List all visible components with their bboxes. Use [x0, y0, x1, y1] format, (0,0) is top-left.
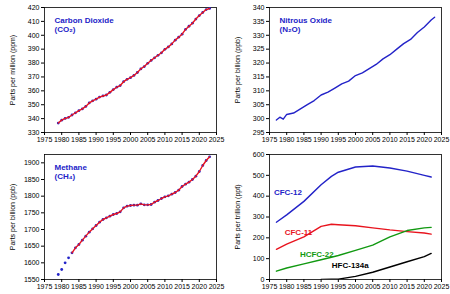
svg-text:335: 335	[253, 18, 265, 25]
svg-text:1700: 1700	[24, 226, 40, 233]
svg-text:2020: 2020	[192, 136, 208, 143]
svg-text:1900: 1900	[24, 159, 40, 166]
svg-text:2000: 2000	[348, 136, 364, 143]
svg-text:300: 300	[253, 115, 265, 122]
svg-text:330: 330	[253, 32, 265, 39]
svg-text:380: 380	[28, 59, 40, 66]
svg-text:500: 500	[253, 172, 265, 179]
svg-text:1975: 1975	[262, 136, 278, 143]
svg-text:2020: 2020	[417, 283, 433, 290]
svg-text:1990: 1990	[88, 283, 104, 290]
svg-text:2005: 2005	[140, 136, 156, 143]
svg-text:1650: 1650	[24, 242, 40, 249]
svg-text:1600: 1600	[24, 259, 40, 266]
svg-text:2010: 2010	[382, 136, 398, 143]
svg-text:1980: 1980	[54, 283, 70, 290]
svg-text:1550: 1550	[24, 276, 40, 283]
svg-text:1995: 1995	[106, 136, 122, 143]
svg-text:1990: 1990	[313, 136, 329, 143]
svg-text:2010: 2010	[382, 283, 398, 290]
svg-text:HCFC-22: HCFC-22	[300, 250, 334, 259]
svg-text:360: 360	[28, 87, 40, 94]
svg-text:340: 340	[253, 4, 265, 11]
svg-text:390: 390	[28, 45, 40, 52]
svg-text:1985: 1985	[296, 136, 312, 143]
svg-text:2025: 2025	[434, 283, 450, 290]
svg-text:320: 320	[253, 59, 265, 66]
svg-text:2025: 2025	[434, 136, 450, 143]
svg-text:410: 410	[28, 18, 40, 25]
svg-text:400: 400	[253, 192, 265, 199]
svg-text:2025: 2025	[209, 283, 225, 290]
svg-text:420: 420	[28, 4, 40, 11]
svg-text:1985: 1985	[71, 283, 87, 290]
svg-text:2015: 2015	[174, 283, 190, 290]
svg-text:1980: 1980	[54, 136, 70, 143]
svg-text:370: 370	[28, 73, 40, 80]
svg-text:Parts per million (ppm): Parts per million (ppm)	[9, 35, 17, 105]
svg-text:CFC-11: CFC-11	[285, 228, 313, 237]
svg-text:1990: 1990	[88, 136, 104, 143]
svg-text:1975: 1975	[37, 283, 53, 290]
svg-text:CFC-12: CFC-12	[274, 188, 303, 197]
svg-text:1980: 1980	[279, 136, 295, 143]
svg-text:Parts per billion (ppb): Parts per billion (ppb)	[9, 184, 17, 251]
svg-text:Carbon Dioxide(CO₂): Carbon Dioxide(CO₂)	[55, 16, 115, 34]
svg-text:340: 340	[28, 115, 40, 122]
svg-text:2010: 2010	[157, 136, 173, 143]
svg-text:1750: 1750	[24, 209, 40, 216]
svg-text:2000: 2000	[123, 136, 139, 143]
svg-text:2000: 2000	[123, 283, 139, 290]
svg-text:295: 295	[253, 129, 265, 136]
svg-text:2005: 2005	[365, 136, 381, 143]
svg-text:1995: 1995	[331, 136, 347, 143]
svg-text:Methane(CH₄): Methane(CH₄)	[55, 163, 88, 181]
svg-text:330: 330	[28, 129, 40, 136]
svg-text:1990: 1990	[313, 283, 329, 290]
svg-text:350: 350	[28, 101, 40, 108]
svg-text:2020: 2020	[417, 136, 433, 143]
svg-text:2005: 2005	[140, 283, 156, 290]
svg-text:2020: 2020	[192, 283, 208, 290]
svg-text:1995: 1995	[331, 283, 347, 290]
svg-text:2015: 2015	[399, 283, 415, 290]
svg-text:1980: 1980	[279, 283, 295, 290]
svg-text:300: 300	[253, 213, 265, 220]
svg-text:2005: 2005	[365, 283, 381, 290]
svg-text:325: 325	[253, 45, 265, 52]
svg-text:2010: 2010	[157, 283, 173, 290]
svg-text:0: 0	[261, 276, 265, 283]
svg-text:2015: 2015	[399, 136, 415, 143]
svg-text:1800: 1800	[24, 192, 40, 199]
svg-text:Nitrous Oxide(N₂O): Nitrous Oxide(N₂O)	[280, 16, 333, 34]
svg-text:100: 100	[253, 255, 265, 262]
svg-text:2000: 2000	[348, 283, 364, 290]
svg-text:200: 200	[253, 234, 265, 241]
svg-text:600: 600	[253, 151, 265, 158]
svg-text:2025: 2025	[209, 136, 225, 143]
svg-text:310: 310	[253, 87, 265, 94]
svg-text:2015: 2015	[174, 136, 190, 143]
svg-text:1995: 1995	[106, 283, 122, 290]
svg-text:Parts per billion (ppb): Parts per billion (ppb)	[234, 37, 242, 104]
svg-text:315: 315	[253, 73, 265, 80]
svg-text:1975: 1975	[262, 283, 278, 290]
svg-text:Parts per trillion (ppt): Parts per trillion (ppt)	[234, 185, 242, 250]
svg-text:HFC-134a: HFC-134a	[332, 261, 369, 270]
svg-text:400: 400	[28, 32, 40, 39]
svg-text:305: 305	[253, 101, 265, 108]
svg-text:1985: 1985	[296, 283, 312, 290]
svg-text:1985: 1985	[71, 136, 87, 143]
svg-text:1850: 1850	[24, 176, 40, 183]
svg-text:1975: 1975	[37, 136, 53, 143]
